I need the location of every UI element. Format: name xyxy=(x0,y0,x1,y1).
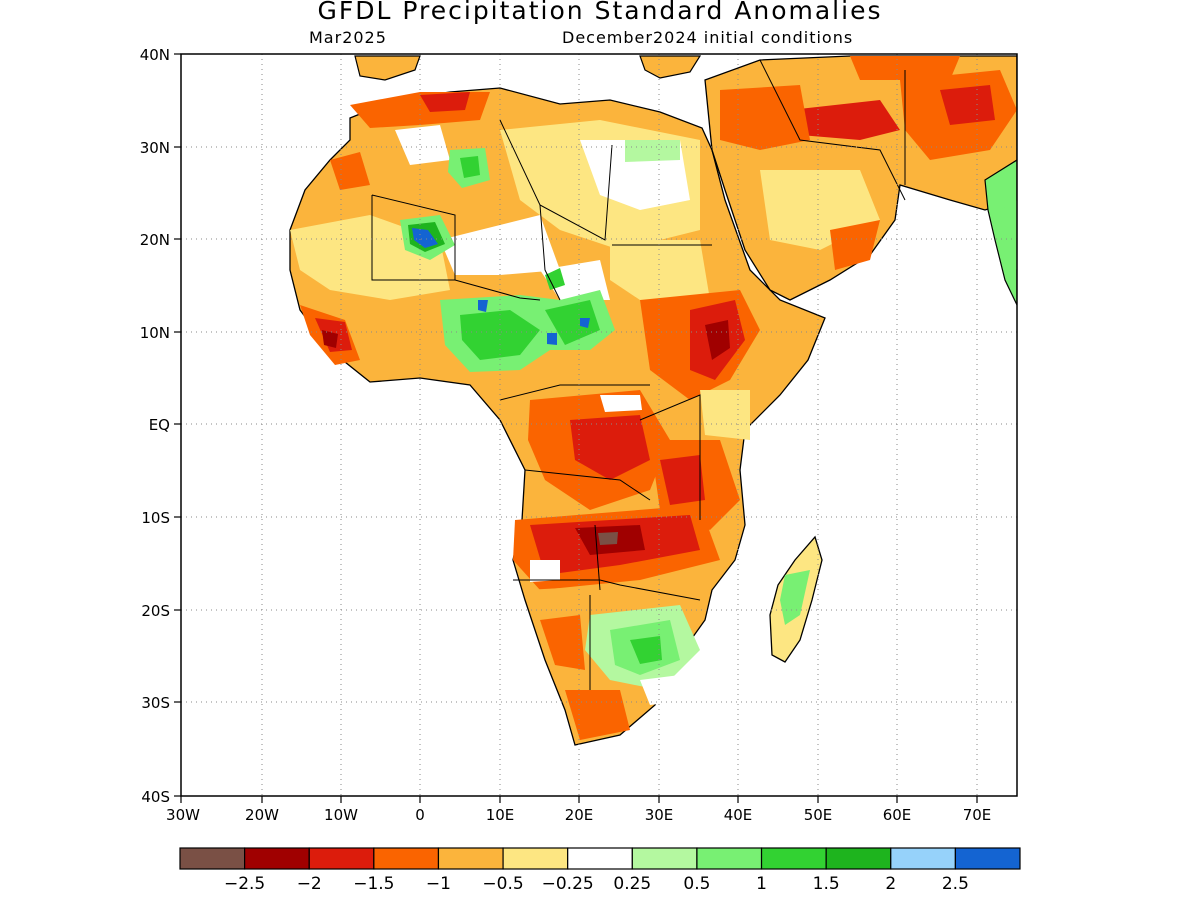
colorbar-swatch-3 xyxy=(373,847,440,870)
axis-ticks xyxy=(174,53,978,803)
colorbar-swatch-2 xyxy=(308,847,375,870)
colorbar-label-0: −2.5 xyxy=(224,874,265,894)
lat-label-10s: 10S xyxy=(141,509,170,527)
gridlines xyxy=(181,54,1017,796)
colorbar-swatch-6 xyxy=(567,847,633,870)
lon-label-40e: 40E xyxy=(724,806,753,824)
colorbar-label-4: −0.5 xyxy=(482,874,523,894)
lat-label-eq: EQ xyxy=(149,416,170,434)
colorbar-label-8: 1 xyxy=(756,874,767,894)
init-conditions: December2024 initial conditions xyxy=(562,28,854,47)
colorbar-label-10: 2 xyxy=(885,874,896,894)
colorbar-label-5: −0.25 xyxy=(542,874,594,894)
lon-label-50e: 50E xyxy=(804,806,833,824)
map-frame xyxy=(180,53,1018,797)
colorbar-label-2: −1.5 xyxy=(353,874,394,894)
colorbar-swatch-8 xyxy=(696,847,763,870)
country-borders xyxy=(371,59,906,690)
colorbar-swatch-7 xyxy=(631,847,698,870)
lat-label-30n: 30N xyxy=(140,139,170,157)
lat-label-10n: 10N xyxy=(140,324,170,342)
colorbar-swatch-5 xyxy=(502,847,569,870)
valid-month: Mar2025 xyxy=(309,28,387,47)
colorbar-label-6: 0.25 xyxy=(613,874,651,894)
colorbar-swatch-1 xyxy=(244,847,310,870)
colorbar: −2.5 −2 −1.5 −1 −0.5 −0.25 0.25 0.5 1 1.5 2 2.5 xyxy=(179,847,1021,894)
lat-labels: 40N 30N 20N 10N EQ 10S 20S 30S 40S xyxy=(140,46,170,806)
map-title: GFDL Precipitation Standard Anomalies xyxy=(317,0,883,25)
precip-field xyxy=(289,55,1017,746)
lon-labels: 30W 20W 10W 0 10E 20E 30E 40E 50E 60E 70… xyxy=(166,806,991,824)
colorbar-swatch-10 xyxy=(825,847,892,870)
lat-label-20s: 20S xyxy=(141,602,170,620)
colorbar-label-9: 1.5 xyxy=(813,874,840,894)
lon-label-70e: 70E xyxy=(963,806,992,824)
colorbar-swatch-0 xyxy=(179,847,246,870)
colorbar-label-7: 0.5 xyxy=(683,874,710,894)
lon-label-20w: 20W xyxy=(245,806,279,824)
colorbar-swatch-9 xyxy=(760,847,827,870)
lat-label-20n: 20N xyxy=(140,231,170,249)
colorbar-label-3: −1 xyxy=(426,874,451,894)
europe-edge xyxy=(354,55,421,81)
lat-label-40s: 40S xyxy=(141,788,170,806)
lon-label-0: 0 xyxy=(415,806,425,824)
lon-label-10e: 10E xyxy=(486,806,515,824)
colorbar-label-11: 2.5 xyxy=(942,874,969,894)
lat-label-30s: 30S xyxy=(141,694,170,712)
colorbar-label-1: −2 xyxy=(297,874,322,894)
anomaly-patches xyxy=(290,56,1017,740)
lon-label-60e: 60E xyxy=(883,806,912,824)
colorbar-swatch-11 xyxy=(890,847,956,870)
lon-label-30w: 30W xyxy=(166,806,200,824)
turkey-edge xyxy=(639,55,702,79)
india-edge xyxy=(984,159,1017,306)
lon-label-20e: 20E xyxy=(565,806,594,824)
lat-label-40n: 40N xyxy=(140,46,170,64)
lon-label-30e: 30E xyxy=(645,806,674,824)
colorbar-swatch-4 xyxy=(437,847,504,870)
colorbar-swatch-12 xyxy=(954,847,1021,870)
lon-label-10w: 10W xyxy=(324,806,358,824)
